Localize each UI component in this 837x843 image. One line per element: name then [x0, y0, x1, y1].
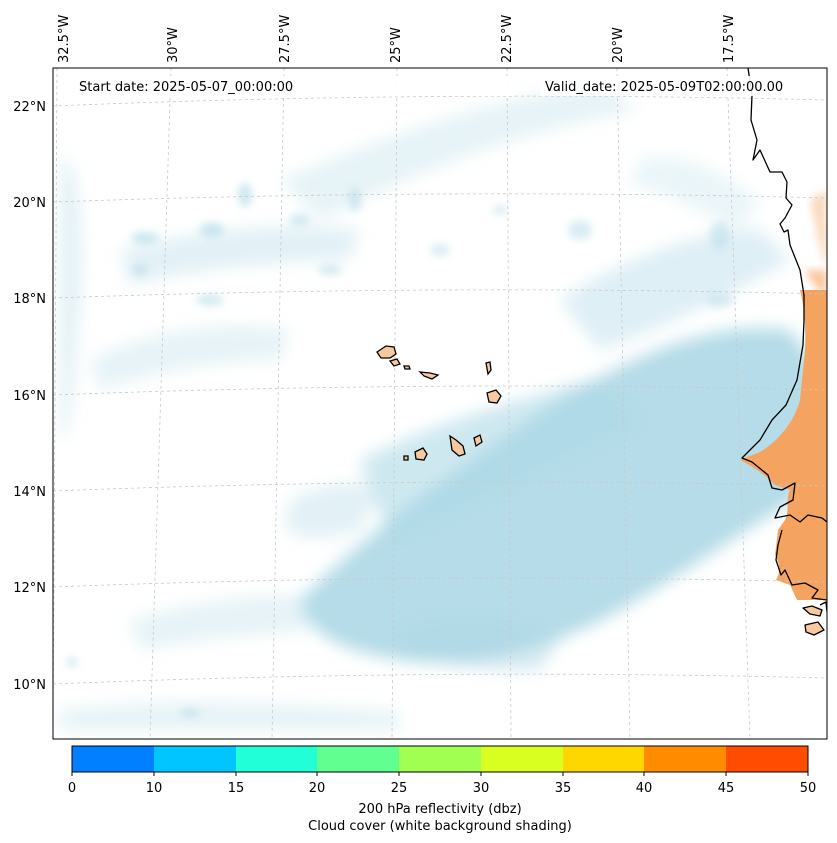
- meridian-25w: [391, 68, 398, 739]
- colorbar-tick-40: 40: [636, 781, 653, 796]
- colorbar-tick-35: 35: [555, 781, 572, 796]
- parallel-14n: [53, 481, 827, 492]
- colorbar-tick-marks: [71, 772, 809, 776]
- colorbar-tick-20: 20: [309, 781, 326, 796]
- valid-date-background: [540, 76, 810, 96]
- cloud-cells: [66, 183, 734, 717]
- island-sao-vicente: [388, 358, 401, 367]
- african-coastline: [741, 68, 827, 636]
- lat-label-22n: 22°N: [13, 100, 46, 115]
- colorbar-tick-30: 30: [473, 781, 490, 796]
- island-sal: [485, 361, 492, 376]
- parallel-20n: [53, 193, 827, 203]
- start-date-label: Start date: 2025-05-07_00:00:00: [79, 80, 293, 95]
- lat-label-18n: 18°N: [13, 292, 46, 307]
- lon-label-25w: 25°W: [389, 27, 404, 63]
- lat-label-16n: 16°N: [13, 389, 46, 404]
- colorbar-segment-30-35: [481, 746, 563, 772]
- reflectivity-shading: [740, 190, 827, 600]
- meridian-20w: [616, 68, 631, 739]
- latitude-labels: 22°N 20°N 18°N 16°N 14°N 12°N 10°N: [13, 100, 46, 693]
- colorbar-segment-0-10: [72, 746, 154, 772]
- meridian-30w: [149, 68, 172, 739]
- colorbar-tick-10: 10: [146, 781, 163, 796]
- longitude-labels: 32.5°W 30°W 27.5°W 25°W 22.5°W 20°W 17.5…: [57, 15, 737, 63]
- island-santa-luzia: [403, 365, 411, 370]
- parallel-12n: [53, 577, 827, 588]
- graticule: [53, 68, 827, 739]
- cape-verde-islands: [376, 345, 502, 461]
- colorbar-segment-25-30: [399, 746, 481, 772]
- island-brava: [403, 455, 409, 461]
- meridian-17-5w: [726, 68, 751, 739]
- colorbar-segment-10-15: [154, 746, 236, 772]
- lon-label-30w: 30°W: [166, 27, 181, 63]
- lon-label-20w: 20°W: [611, 27, 626, 63]
- colorbar-tick-0: 0: [68, 781, 76, 796]
- colorbar-tick-25: 25: [391, 781, 408, 796]
- valid-date-label: Valid_date: 2025-05-09T02:00:00.00: [545, 80, 783, 95]
- colorbar-tick-50: 50: [800, 781, 817, 796]
- lon-label-22-5w: 22.5°W: [500, 15, 515, 63]
- parallel-22n: [53, 95, 827, 107]
- lat-label-10n: 10°N: [13, 678, 46, 693]
- colorbar-segment-20-25: [317, 746, 399, 772]
- map-frame: [52, 67, 828, 740]
- parallel-10n: [53, 673, 827, 685]
- colorbar-label: 200 hPa reflectivity (dbz): [358, 802, 521, 817]
- island-santo-antao: [376, 345, 397, 359]
- colorbar-tick-15: 15: [228, 781, 245, 796]
- parallel-18n: [53, 289, 827, 299]
- map-panel: Start date: 2025-05-07_00:00:00 Valid_da…: [53, 68, 827, 739]
- colorbar-segment-45-50: [726, 746, 808, 772]
- island-fogo: [414, 447, 428, 461]
- lat-label-20n: 20°N: [13, 196, 46, 211]
- lat-label-14n: 14°N: [13, 485, 46, 500]
- colorbar-segment-15-20: [236, 746, 317, 772]
- island-boa-vista: [486, 389, 502, 404]
- island-maio: [473, 434, 483, 448]
- colorbar: 0 10 15 20 25 30 35 40 45 50 200 hPa ref…: [68, 745, 817, 834]
- colorbar-sublabel: Cloud cover (white background shading): [308, 819, 572, 834]
- lon-label-32-5w: 32.5°W: [57, 15, 72, 63]
- meridian-27-5w: [271, 68, 285, 739]
- island-santiago: [449, 434, 466, 457]
- island-sao-nicolau: [418, 371, 440, 380]
- lat-label-12n: 12°N: [13, 581, 46, 596]
- colorbar-tick-45: 45: [718, 781, 735, 796]
- start-date-background: [75, 76, 515, 96]
- cloud-cover-shading: [60, 85, 827, 730]
- colorbar-frame: [71, 745, 809, 773]
- meridian-32-5w: [53, 68, 58, 739]
- colorbar-segment-40-45: [644, 746, 726, 772]
- meridian-22-5w: [506, 68, 512, 739]
- lon-label-27-5w: 27.5°W: [278, 15, 293, 63]
- colorbar-segment-35-40: [563, 746, 644, 772]
- lon-label-17-5w: 17.5°W: [722, 15, 737, 63]
- parallel-16n: [53, 385, 827, 396]
